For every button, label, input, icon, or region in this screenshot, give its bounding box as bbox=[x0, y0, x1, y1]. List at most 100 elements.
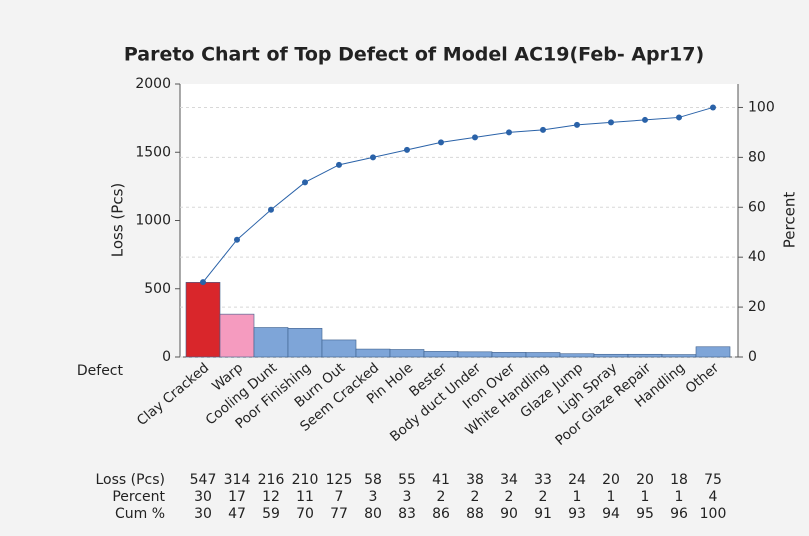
table-cell: 91 bbox=[534, 506, 552, 522]
cumulative-point bbox=[676, 114, 682, 121]
bar bbox=[389, 349, 425, 358]
table-cell: 2 bbox=[471, 489, 480, 505]
table-cell: 4 bbox=[709, 489, 718, 505]
table-cell: 2 bbox=[505, 489, 514, 505]
cumulative-point bbox=[608, 119, 614, 126]
table-cell: 30 bbox=[194, 489, 212, 505]
y-tick-label: 500 bbox=[144, 281, 171, 297]
bar bbox=[627, 353, 663, 358]
bar bbox=[185, 282, 221, 358]
table-cell: 58 bbox=[364, 472, 382, 488]
table-cell: 20 bbox=[602, 472, 620, 488]
y-tick-label: 1500 bbox=[135, 144, 171, 160]
table-cell: 20 bbox=[636, 472, 654, 488]
table-cell: 30 bbox=[194, 506, 212, 522]
table-cell: 3 bbox=[369, 489, 378, 505]
table-cell: 83 bbox=[398, 506, 416, 522]
table-cell: 125 bbox=[326, 472, 353, 488]
table-cell: 70 bbox=[296, 506, 314, 522]
y2-tick-label: 0 bbox=[748, 349, 757, 365]
bar bbox=[525, 352, 561, 358]
cumulative-point bbox=[336, 161, 342, 168]
bar bbox=[321, 339, 357, 358]
cumulative-point bbox=[710, 104, 716, 111]
table-cell: 216 bbox=[258, 472, 285, 488]
bar bbox=[661, 354, 697, 358]
table-cell: 3 bbox=[403, 489, 412, 505]
cumulative-point bbox=[574, 121, 580, 128]
cumulative-point bbox=[472, 134, 478, 141]
table-cell: 314 bbox=[224, 472, 251, 488]
table-cell: 86 bbox=[432, 506, 450, 522]
table-cell: 33 bbox=[534, 472, 552, 488]
table-cell: 41 bbox=[432, 472, 450, 488]
table-cell: 96 bbox=[670, 506, 688, 522]
table-cell: 75 bbox=[704, 472, 722, 488]
cumulative-point bbox=[200, 279, 206, 286]
cumulative-line bbox=[202, 106, 714, 283]
table-row-label: Cum % bbox=[115, 506, 165, 522]
x-axis-label: Defect bbox=[77, 363, 124, 379]
cumulative-point bbox=[268, 206, 274, 213]
table-cell: 1 bbox=[675, 489, 684, 505]
table-cell: 24 bbox=[568, 472, 586, 488]
bar bbox=[287, 328, 323, 358]
cumulative-point bbox=[540, 126, 546, 133]
bar bbox=[457, 351, 493, 358]
table-cell: 7 bbox=[335, 489, 344, 505]
cumulative-point bbox=[302, 179, 308, 186]
table-cell: 77 bbox=[330, 506, 348, 522]
table-cell: 1 bbox=[573, 489, 582, 505]
table-row-label: Percent bbox=[112, 489, 165, 505]
table-cell: 2 bbox=[437, 489, 446, 505]
y2-tick-label: 80 bbox=[748, 149, 766, 165]
table-cell: 47 bbox=[228, 506, 246, 522]
table-cell: 1 bbox=[607, 489, 616, 505]
bar bbox=[253, 327, 289, 358]
table-cell: 80 bbox=[364, 506, 382, 522]
y-tick-label: 2000 bbox=[135, 76, 171, 92]
y2-tick-label: 20 bbox=[748, 299, 766, 315]
table-cell: 93 bbox=[568, 506, 586, 522]
table-cell: 90 bbox=[500, 506, 518, 522]
y-axis-label: Loss (Pcs) bbox=[109, 183, 127, 257]
y2-tick-label: 40 bbox=[748, 249, 766, 265]
table-cell: 34 bbox=[500, 472, 518, 488]
plot-area bbox=[180, 84, 738, 357]
cumulative-point bbox=[370, 154, 376, 161]
cumulative-point bbox=[506, 129, 512, 136]
bar bbox=[355, 348, 391, 358]
cumulative-point bbox=[234, 236, 240, 243]
table-cell: 547 bbox=[190, 472, 217, 488]
bar bbox=[219, 313, 255, 358]
bar bbox=[423, 351, 459, 358]
table-cell: 2 bbox=[539, 489, 548, 505]
y2-axis-label: Percent bbox=[781, 192, 799, 249]
y-tick-label: 1000 bbox=[135, 213, 171, 229]
table-cell: 18 bbox=[670, 472, 688, 488]
table-cell: 11 bbox=[296, 489, 314, 505]
table-cell: 94 bbox=[602, 506, 620, 522]
table-cell: 100 bbox=[700, 506, 727, 522]
chart-title: Pareto Chart of Top Defect of Model AC19… bbox=[124, 44, 704, 66]
table-cell: 17 bbox=[228, 489, 246, 505]
table-cell: 12 bbox=[262, 489, 280, 505]
table-cell: 1 bbox=[641, 489, 650, 505]
bar bbox=[695, 346, 731, 358]
cumulative-point bbox=[404, 146, 410, 153]
table-cell: 59 bbox=[262, 506, 280, 522]
bar bbox=[559, 353, 595, 358]
y2-tick-label: 100 bbox=[748, 99, 775, 115]
bar bbox=[593, 353, 629, 358]
table-cell: 210 bbox=[292, 472, 319, 488]
table-cell: 88 bbox=[466, 506, 484, 522]
y2-tick-label: 60 bbox=[748, 199, 766, 215]
table-row-label: Loss (Pcs) bbox=[95, 472, 165, 488]
table-cell: 38 bbox=[466, 472, 484, 488]
bar bbox=[491, 352, 527, 358]
cumulative-point bbox=[642, 116, 648, 123]
table-cell: 95 bbox=[636, 506, 654, 522]
y-tick-label: 0 bbox=[162, 349, 171, 365]
table-cell: 55 bbox=[398, 472, 416, 488]
